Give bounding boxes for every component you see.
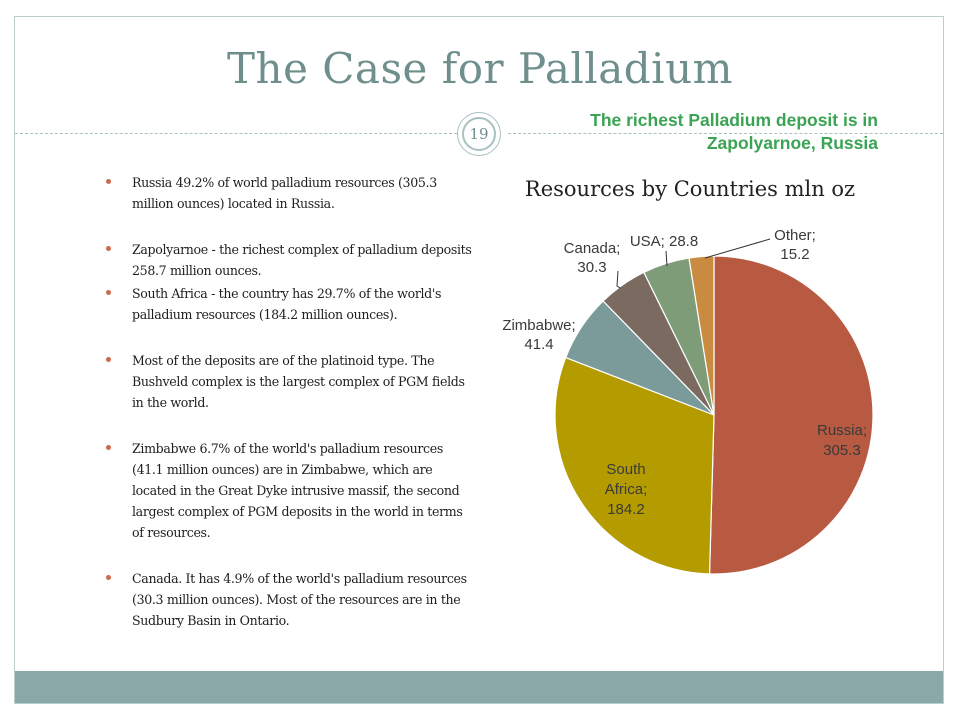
- bullet-text: Zapolyarnoe - the richest complex of pal…: [132, 242, 472, 278]
- slide-title: The Case for Palladium: [227, 44, 733, 93]
- leader-line-canada: [616, 270, 621, 289]
- bullet-text: South Africa - the country has 29.7% of …: [132, 286, 442, 322]
- pie-slice-south-africa: [554, 356, 715, 575]
- pie-slice-russia: [708, 255, 874, 575]
- bullet-dot-icon: [106, 246, 111, 251]
- leader-line-other: [704, 238, 771, 259]
- chart-title: Resources by Countries mln oz: [525, 177, 855, 201]
- bullet-item: Canada. It has 4.9% of the world's palla…: [104, 568, 476, 631]
- slice-label-usa: USA; 28.8: [630, 233, 698, 250]
- slice-label-canada: Canada; 30.3: [564, 240, 621, 276]
- headline-line: The richest Palladium deposit is in: [590, 110, 878, 130]
- divider-right: [508, 133, 943, 134]
- slice-label-zimbabwe: Zimbabwe; 41.4: [502, 317, 575, 353]
- bullet-item: South Africa - the country has 29.7% of …: [104, 283, 476, 325]
- slice-label-south-africa: South Africa; 184.2: [605, 461, 648, 518]
- divider-left: [15, 133, 457, 134]
- slide-number: 19: [462, 117, 496, 151]
- bullet-item: Zapolyarnoe - the richest complex of pal…: [104, 239, 476, 281]
- headline-line: Zapolyarnoe, Russia: [706, 133, 878, 153]
- slice-label-other: Other; 15.2: [774, 227, 816, 263]
- bullet-dot-icon: [106, 357, 111, 362]
- bullet-dot-icon: [106, 179, 111, 184]
- headline: The richest Palladium deposit is in Zapo…: [590, 109, 878, 155]
- bullet-text: Most of the deposits are of the platinoi…: [132, 353, 465, 410]
- bullet-text: Russia 49.2% of world palladium resource…: [132, 175, 437, 211]
- bullet-text: Zimbabwe 6.7% of the world's palladium r…: [132, 441, 463, 540]
- bullet-item: Most of the deposits are of the platinoi…: [104, 350, 476, 413]
- bullet-list: Russia 49.2% of world palladium resource…: [104, 172, 476, 631]
- slice-label-russia: Russia; 305.3: [817, 422, 867, 459]
- leader-line-usa: [665, 250, 668, 267]
- slide-number-badge: 19: [457, 112, 501, 156]
- footer-bar: [15, 671, 943, 703]
- pie-slice-other: [688, 255, 715, 416]
- bullet-dot-icon: [106, 575, 111, 580]
- bullet-dot-icon: [106, 290, 111, 295]
- bullet-item: Russia 49.2% of world palladium resource…: [104, 172, 476, 214]
- slide-frame: [14, 16, 944, 704]
- pie-chart: Resources by Countries mln oz Russia; 305…: [502, 177, 874, 575]
- bullet-text: Canada. It has 4.9% of the world's palla…: [132, 571, 467, 628]
- bullet-item: Zimbabwe 6.7% of the world's palladium r…: [104, 438, 476, 543]
- bullet-dot-icon: [106, 445, 111, 450]
